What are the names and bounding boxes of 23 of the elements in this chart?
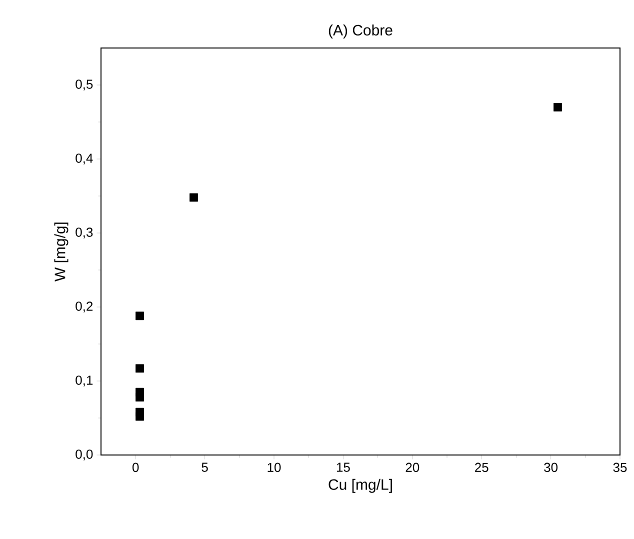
point	[136, 364, 144, 373]
x-tick-label: 35	[613, 462, 627, 472]
x-tick-label: 15	[336, 462, 350, 472]
chart-title: (A) Cobre	[328, 24, 392, 38]
y-tick-label: 0,4	[76, 154, 93, 164]
point	[136, 312, 144, 320]
y-tick-label: 0,2	[76, 302, 93, 312]
x-axis-title: Cu [mg/L]	[328, 478, 392, 493]
y-tick-label: 0,3	[76, 228, 93, 238]
y-tick-label: 0,5	[76, 80, 93, 90]
point	[136, 393, 144, 402]
x-tick-label: 25	[475, 462, 488, 472]
x-tick-label: 10	[268, 462, 281, 472]
y-tick-label: 0,0	[76, 450, 93, 460]
x-tick-label: 20	[406, 462, 420, 472]
x-tick-label: 0	[132, 462, 139, 472]
point	[190, 193, 198, 202]
point	[136, 412, 144, 421]
x-tick-label: 5	[202, 462, 208, 472]
y-axis-title: W [mg/g]	[54, 222, 68, 282]
x-tick-label: 30	[544, 462, 558, 472]
point	[554, 103, 562, 112]
y-tick-label: 0,1	[76, 376, 93, 386]
